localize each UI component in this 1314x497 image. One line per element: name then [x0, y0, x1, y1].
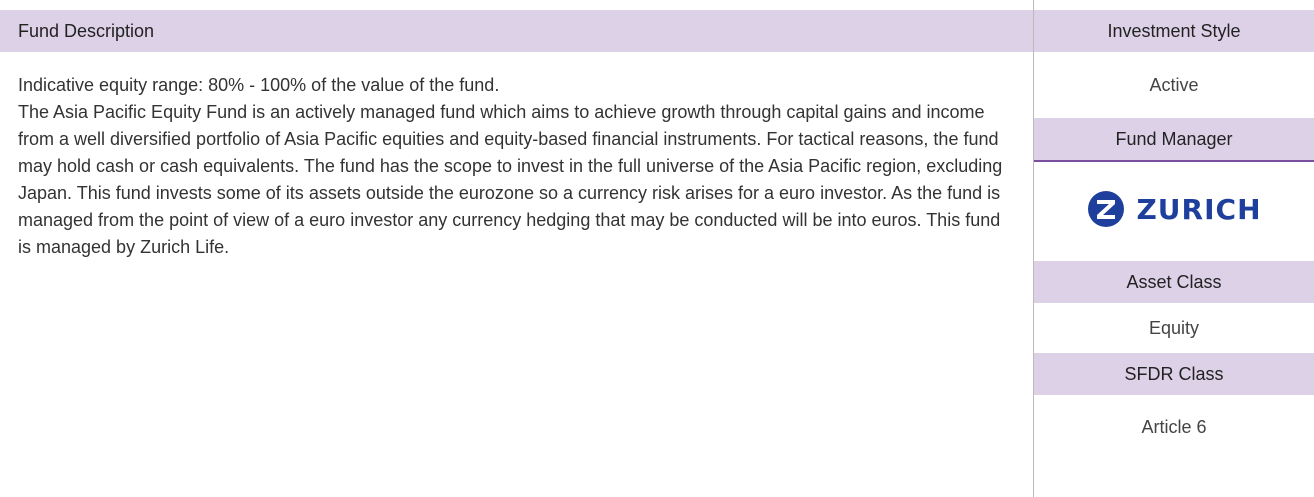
- description-text: Indicative equity range: 80% - 100% of t…: [0, 52, 1026, 261]
- section-header: Asset Class: [1034, 261, 1314, 303]
- section-header: SFDR Class: [1034, 353, 1314, 395]
- field-value: Article 6: [1141, 417, 1207, 437]
- paragraph: Indicative equity range: 80% - 100% of t…: [18, 75, 500, 95]
- logo-icon: [1087, 191, 1124, 227]
- field-value: Equity: [1148, 318, 1200, 338]
- paragraph: The Asia Pacific Equity Fund is an activ…: [18, 102, 1003, 257]
- divider: [1033, 0, 1034, 497]
- logo-text: ZURICH: [1136, 192, 1262, 226]
- section-header: Fund Manager: [1034, 118, 1314, 162]
- section-header: Investment Style: [1034, 10, 1314, 52]
- fund-description: Fund Description Indicative equity range…: [0, 10, 1033, 261]
- sidebar: Investment Style Active Fund Manager ZUR…: [1034, 10, 1314, 459]
- field-value: Active: [1149, 75, 1199, 95]
- manager-logo: ZURICH: [1034, 162, 1314, 256]
- section-header: Fund Description: [0, 10, 1033, 52]
